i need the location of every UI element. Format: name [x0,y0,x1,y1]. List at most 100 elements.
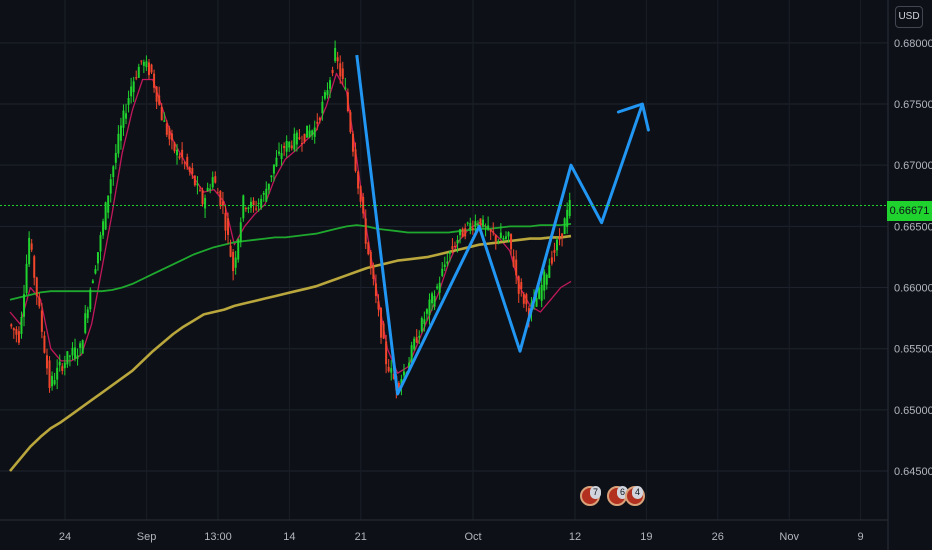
candle-body [107,195,110,213]
candle-body [300,143,303,145]
y-tick-label: 0.66500 [894,221,932,233]
candle-body [443,264,446,268]
candle-body [28,237,31,265]
candle-body [91,280,94,284]
candle-body [431,293,434,304]
y-tick-label: 0.67500 [894,99,932,111]
candle-body [339,63,342,77]
candle-body [204,197,207,209]
candle-body [176,149,179,156]
y-tick-label: 0.67000 [894,160,932,172]
candle-body [507,232,510,237]
candle-body [163,120,166,122]
x-tick-label: Nov [779,531,799,543]
candle-body [553,249,556,253]
candle-body [40,310,43,332]
candle-body [489,229,492,232]
candle-body [351,133,354,152]
y-axis: 0.68000 0.67500 0.67000 0.66500 0.66000 0.655… [887,0,932,550]
candle-body [71,347,74,356]
candle-body [387,366,390,372]
candle-body [451,246,454,250]
y-tick-label: 0.65000 [894,405,932,417]
candle-body [221,201,224,206]
candle-body [459,229,462,236]
candle-body [476,223,479,226]
candle-body [515,259,518,276]
candle-body [448,251,451,254]
candle-body [278,151,281,154]
candle-body [237,239,240,260]
x-tick-label: Sep [137,531,157,543]
currency-badge[interactable]: USD [895,6,923,28]
candle-body [89,289,92,310]
y-tick-label: 0.65500 [894,344,932,356]
candle-body [45,355,48,369]
candle-body [43,335,46,353]
candle-body [86,309,89,319]
candle-body [525,294,528,305]
pattern-path [355,54,644,396]
candle-body [492,231,495,233]
candle-body [568,199,571,217]
candle-body [33,256,36,278]
candle-body [517,276,520,294]
candle-body [349,112,352,133]
candle-body [122,110,125,128]
candle-body [408,362,411,369]
moving-averages [8,72,572,472]
candle-body [522,294,525,304]
candle-body [293,133,296,150]
candle-body [311,130,314,136]
candle-body [555,239,558,251]
candle-body [242,195,245,219]
candle-body [469,223,472,230]
candle-body [79,343,82,348]
x-tick-label: Oct [464,531,481,543]
candle-body [48,360,51,388]
candle-body [545,274,548,285]
candle-body [372,266,375,280]
candle-body [234,257,237,268]
candle-body [402,371,405,376]
candle-body [423,319,426,325]
candle-body [84,313,87,333]
candle-body [216,192,219,194]
candle-body [125,113,128,119]
candle-body [487,225,490,230]
candle-body [63,362,66,369]
candle-body [512,256,515,267]
candle-body [482,219,485,227]
candle-body [214,176,217,183]
candle-body [535,298,538,307]
pattern-drawing[interactable] [355,54,650,396]
candle-body [410,345,413,364]
candle-body [413,338,416,350]
candle-body [504,236,507,239]
candle-body [334,47,337,61]
candle-body [61,366,64,371]
candle-body [510,233,513,250]
candle-body [466,222,469,224]
candle-body [209,188,212,191]
candle-body [130,86,133,97]
candle-body [344,87,347,90]
candle-body [280,153,283,159]
candle-body [364,218,367,244]
candle-body [96,252,99,264]
candle-body [392,373,395,379]
candle-body [257,202,260,204]
candle-body [127,97,130,105]
candle-body [112,166,115,177]
candle-body [318,117,321,121]
candle-body [471,228,474,230]
candle-body [15,329,18,335]
candle-body [74,347,77,359]
y-tick-label: 0.68000 [894,38,932,50]
candle-body [12,328,15,331]
candle-body [270,175,273,178]
candle-body [140,60,143,62]
candle-body [119,125,122,141]
candle-body [252,200,255,206]
